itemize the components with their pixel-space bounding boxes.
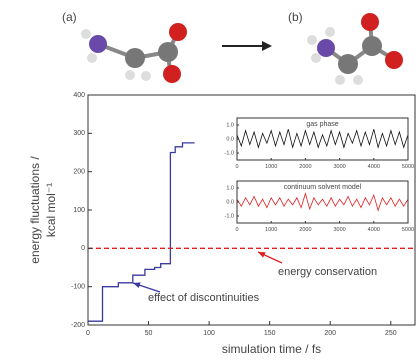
annotation: effect of discontinuities <box>148 292 260 304</box>
y-tick-label: 200 <box>73 169 85 176</box>
x-tick-label: 1000 <box>265 164 277 170</box>
panel-label: (b) <box>288 10 303 24</box>
x-tick-label: 4000 <box>368 227 380 233</box>
x-tick-label: 200 <box>324 330 336 337</box>
x-tick-label: 0 <box>235 164 238 170</box>
x-tick-label: 5000 <box>402 164 414 170</box>
x-tick-label: 250 <box>385 330 397 337</box>
y-tick-label: -200 <box>71 322 85 329</box>
x-tick-label: 1000 <box>265 227 277 233</box>
inset-title: continuum solvent model <box>284 184 362 191</box>
x-tick-label: 3000 <box>333 227 345 233</box>
molecule-b <box>307 13 403 85</box>
x-tick-label: 0 <box>235 227 238 233</box>
y-tick-label: 1.0 <box>226 185 234 191</box>
y-tick-label: 100 <box>73 207 85 214</box>
x-tick-label: 0 <box>86 330 90 337</box>
y-axis-label: energy fluctuations / <box>28 156 42 264</box>
x-tick-label: 2000 <box>299 164 311 170</box>
x-tick-label: 150 <box>264 330 276 337</box>
x-axis-label: simulation time / fs <box>222 342 321 356</box>
y-tick-label: 0.0 <box>226 136 234 142</box>
y-tick-label: 0.0 <box>226 199 234 205</box>
y-tick-label: -1.0 <box>225 150 234 156</box>
x-tick-label: 50 <box>145 330 153 337</box>
x-tick-label: 2000 <box>299 227 311 233</box>
x-tick-label: 4000 <box>368 164 380 170</box>
molecule-a <box>81 23 187 83</box>
y-axis-label: kcal mol⁻¹ <box>44 183 58 237</box>
y-tick-label: 0 <box>81 245 85 252</box>
y-tick-label: 400 <box>73 92 85 99</box>
panel-label: (a) <box>62 10 77 24</box>
y-tick-label: -100 <box>71 284 85 291</box>
x-tick-label: 3000 <box>333 164 345 170</box>
x-tick-label: 5000 <box>402 227 414 233</box>
figure: (a) (b) -200-100010020030040005010015020… <box>0 0 419 362</box>
annotation-arrowhead <box>133 282 141 288</box>
y-tick-label: 300 <box>73 130 85 137</box>
inset-title: gas phase <box>306 121 338 128</box>
annotation: energy conservation <box>278 266 377 278</box>
y-tick-label: 1.0 <box>226 122 234 128</box>
y-tick-label: -1.0 <box>225 213 234 219</box>
x-tick-label: 100 <box>203 330 215 337</box>
reaction-arrowhead <box>262 41 272 51</box>
